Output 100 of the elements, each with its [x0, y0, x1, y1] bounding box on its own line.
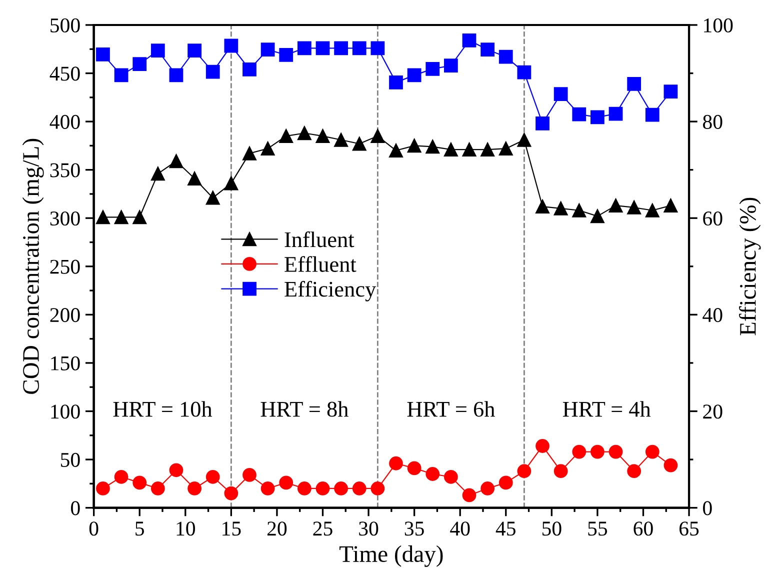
x-tick-label: 45	[496, 522, 516, 536]
y2-tick-label: 0	[703, 501, 712, 516]
point	[554, 464, 568, 478]
x-axis-title: Time (day)	[339, 545, 443, 567]
point	[389, 75, 403, 90]
y-tick-label: 150	[51, 356, 80, 370]
point	[498, 476, 513, 490]
x-tick-label: 5	[136, 522, 144, 536]
point	[260, 142, 275, 156]
y-tick-label: 0	[71, 501, 80, 516]
point	[389, 144, 403, 158]
point	[370, 41, 385, 56]
point	[316, 129, 330, 143]
point	[352, 41, 366, 56]
point	[536, 200, 550, 214]
point	[426, 62, 440, 76]
point	[224, 486, 238, 500]
point	[517, 132, 532, 147]
x-tick-label: 40	[450, 522, 470, 536]
point	[370, 482, 385, 496]
point	[554, 87, 568, 101]
y2-tick-label: 40	[702, 308, 722, 322]
x-tick-label: 15	[222, 522, 241, 536]
y2-tick-label: 20	[703, 404, 722, 419]
point	[590, 444, 604, 459]
y-tick-label: 350	[50, 163, 80, 178]
point	[462, 33, 476, 48]
y-axis-title: COD concentration (mg/L)	[22, 138, 44, 394]
x-tick-label: 30	[359, 522, 378, 536]
point	[590, 209, 604, 224]
point	[608, 106, 623, 121]
point	[572, 444, 586, 459]
point	[426, 467, 440, 481]
point	[206, 470, 220, 484]
point	[224, 38, 238, 53]
y-tick-label: 100	[51, 404, 80, 419]
point	[188, 172, 202, 186]
x-tick-label: 50	[542, 522, 562, 536]
point	[316, 482, 330, 496]
point	[260, 482, 275, 496]
point	[462, 142, 476, 156]
point	[150, 482, 165, 496]
x-tick-label: 65	[680, 522, 699, 536]
point	[627, 76, 642, 91]
x-tick-label: 20	[267, 522, 287, 536]
point	[664, 458, 678, 472]
x-tick-label: 60	[634, 522, 653, 536]
point	[334, 132, 348, 147]
point	[96, 482, 110, 496]
point	[206, 64, 220, 79]
point	[517, 464, 532, 478]
y2-axis-title: Efficiency (%)	[739, 198, 761, 336]
y-tick-label: 300	[50, 211, 80, 226]
point	[554, 202, 568, 216]
point	[188, 482, 202, 496]
point	[664, 198, 678, 212]
legend-label: Effluent	[284, 256, 356, 272]
point	[334, 41, 348, 56]
point	[297, 41, 312, 56]
point	[169, 68, 184, 82]
point	[334, 482, 348, 496]
point	[224, 176, 238, 190]
point	[608, 198, 623, 212]
point	[260, 42, 275, 57]
y-tick-label: 250	[50, 260, 80, 274]
y2-tick-label: 80	[703, 114, 722, 129]
point	[132, 57, 147, 72]
point	[426, 140, 440, 154]
point	[480, 482, 495, 496]
point	[132, 476, 147, 490]
point	[114, 210, 128, 224]
point	[150, 44, 165, 58]
point	[150, 166, 165, 181]
point	[407, 68, 422, 82]
point	[132, 210, 147, 224]
point	[444, 58, 458, 72]
point	[444, 470, 458, 484]
point	[352, 482, 366, 496]
point	[279, 129, 294, 143]
point	[536, 439, 550, 453]
point	[645, 203, 660, 218]
y2-tick-label: 60	[703, 211, 722, 226]
point	[316, 41, 330, 56]
point	[114, 470, 128, 484]
annotation: HRT = 6h	[407, 401, 495, 417]
point	[114, 68, 128, 82]
point	[498, 50, 513, 64]
x-tick-label: 25	[313, 522, 332, 536]
point	[407, 138, 422, 153]
point	[188, 44, 202, 58]
point	[517, 65, 532, 80]
point	[572, 203, 586, 218]
point	[645, 444, 660, 459]
y2-tick-label: 100	[704, 18, 733, 32]
x-tick-label: 10	[176, 522, 196, 536]
y-tick-label: 500	[50, 18, 80, 32]
point	[242, 62, 256, 76]
y-tick-label: 200	[50, 308, 80, 322]
point	[608, 444, 623, 459]
point	[370, 129, 385, 143]
